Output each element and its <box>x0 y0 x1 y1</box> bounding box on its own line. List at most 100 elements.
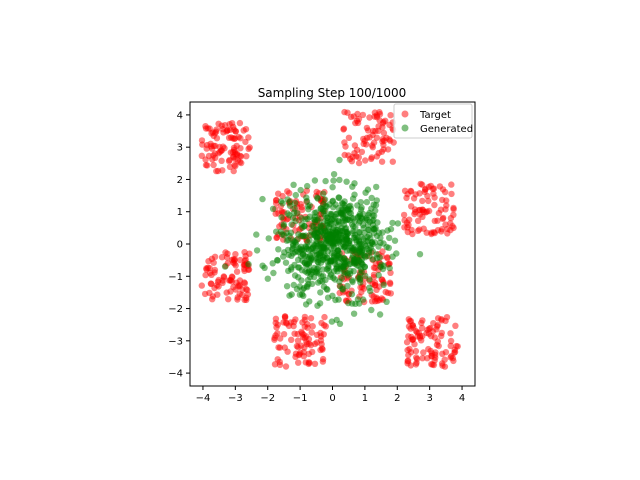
target-point <box>415 329 422 336</box>
generated-point <box>297 186 304 194</box>
generated-point <box>278 214 285 221</box>
target-point <box>407 362 414 369</box>
target-point <box>418 337 425 344</box>
generated-point <box>310 273 318 281</box>
target-point <box>306 359 313 366</box>
target-point <box>444 230 451 237</box>
generated-point <box>290 281 297 289</box>
generated-point <box>338 275 345 282</box>
generated-point <box>245 261 252 268</box>
points-layer <box>198 108 461 370</box>
target-point <box>443 202 450 209</box>
generated-point <box>373 197 380 204</box>
target-point <box>230 167 237 175</box>
generated-point <box>317 289 324 296</box>
target-point <box>231 161 238 169</box>
target-point <box>373 134 380 141</box>
target-point <box>201 290 209 298</box>
target-point <box>229 274 236 281</box>
target-point <box>211 253 219 260</box>
target-point <box>280 331 288 338</box>
generated-point <box>344 282 351 290</box>
target-point <box>245 134 252 141</box>
generated-point <box>362 237 369 245</box>
generated-point <box>325 223 333 231</box>
target-point <box>198 152 205 159</box>
target-point <box>371 109 379 116</box>
generated-point <box>372 207 379 214</box>
target-point <box>214 167 222 175</box>
legend-marker-generated <box>401 124 409 132</box>
target-point <box>242 126 250 133</box>
target-point <box>202 271 209 279</box>
target-point <box>279 209 286 216</box>
target-point <box>409 336 417 343</box>
target-point <box>387 280 394 287</box>
target-point <box>425 197 432 205</box>
y-tick-label: −4 <box>168 369 183 380</box>
target-point <box>243 153 250 160</box>
target-point <box>309 323 316 330</box>
target-point <box>232 151 239 158</box>
target-point <box>408 203 415 210</box>
generated-point <box>349 278 356 286</box>
target-point <box>420 225 427 232</box>
generated-point <box>286 232 293 240</box>
target-point <box>218 157 225 164</box>
target-point <box>411 341 418 348</box>
generated-point <box>328 235 335 242</box>
generated-point <box>386 264 393 272</box>
x-tick-label: 0 <box>329 393 335 404</box>
generated-point <box>291 199 299 207</box>
generated-point <box>369 248 376 255</box>
target-point <box>431 217 438 225</box>
generated-point <box>383 298 390 305</box>
generated-point <box>389 253 396 260</box>
generated-point <box>290 181 297 188</box>
generated-point <box>354 275 362 282</box>
target-point <box>370 264 378 271</box>
generated-point <box>336 176 343 184</box>
target-point <box>246 144 253 151</box>
target-point <box>210 259 217 266</box>
target-point <box>215 120 222 128</box>
target-point <box>441 356 448 363</box>
target-point <box>231 260 238 267</box>
target-point <box>218 254 226 261</box>
target-point <box>236 119 244 127</box>
generated-point <box>285 251 292 259</box>
target-point <box>373 153 381 160</box>
target-point <box>387 269 394 276</box>
generated-point <box>368 194 375 202</box>
target-point <box>404 224 411 231</box>
target-point <box>374 297 381 305</box>
generated-point <box>353 262 361 269</box>
target-point <box>430 190 437 197</box>
generated-point <box>280 253 287 260</box>
target-point <box>403 339 411 346</box>
generated-point <box>317 243 325 251</box>
y-tick-label: −1 <box>168 272 183 283</box>
y-tick-label: −2 <box>168 304 183 315</box>
target-point <box>225 296 232 303</box>
target-point <box>209 156 216 163</box>
target-point <box>448 181 455 188</box>
generated-point <box>373 183 380 191</box>
generated-point <box>298 277 305 284</box>
target-point <box>319 346 326 353</box>
target-point <box>389 158 396 165</box>
generated-point <box>259 262 266 269</box>
generated-point <box>291 272 299 279</box>
generated-point <box>361 263 368 270</box>
target-point <box>387 112 394 119</box>
target-point <box>425 345 432 353</box>
generated-point <box>305 268 312 275</box>
generated-point <box>305 246 313 254</box>
target-point <box>288 336 295 343</box>
generated-point <box>334 246 341 254</box>
generated-point <box>306 202 313 209</box>
generated-point <box>324 294 332 301</box>
target-point <box>423 208 431 215</box>
target-point <box>241 296 248 304</box>
x-tick-label: −4 <box>196 393 211 404</box>
